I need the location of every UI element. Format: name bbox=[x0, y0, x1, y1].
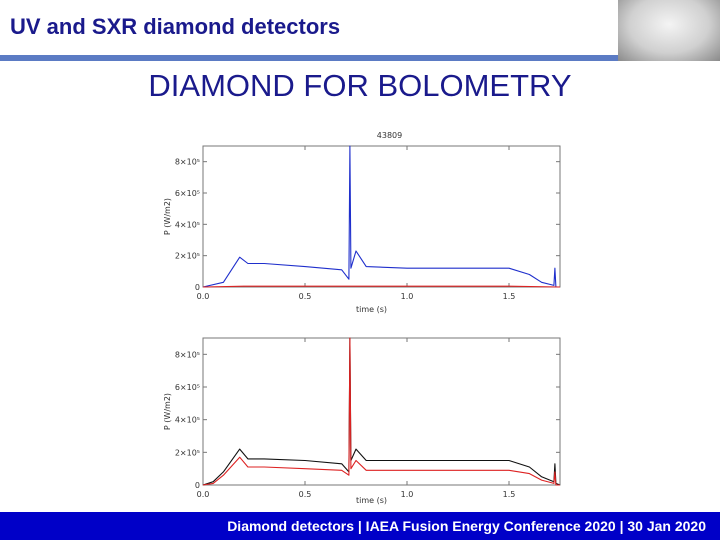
y-tick-label: 0 bbox=[195, 481, 200, 490]
x-tick-label: 0.0 bbox=[197, 490, 210, 499]
y-tick-label: 4×10⁵ bbox=[175, 220, 200, 229]
series-line-2 bbox=[202, 285, 561, 288]
plot-frame bbox=[202, 337, 561, 486]
footer-bar: Diamond detectors | IAEA Fusion Energy C… bbox=[0, 512, 720, 540]
plot-frame bbox=[202, 145, 561, 288]
footer-text: Diamond detectors | IAEA Fusion Energy C… bbox=[227, 518, 706, 534]
y-tick-label: 2×10⁵ bbox=[175, 252, 200, 261]
y-axis-label: P (W/m2) bbox=[163, 393, 172, 430]
series-line-1 bbox=[202, 337, 561, 486]
series-line-1 bbox=[202, 145, 560, 288]
y-axis-label: P (W/m2) bbox=[163, 198, 172, 235]
plot-title: 43809 bbox=[377, 131, 402, 140]
x-tick-label: 0.5 bbox=[299, 292, 312, 301]
header-title: UV and SXR diamond detectors bbox=[10, 14, 341, 39]
y-tick-label: 8×10⁵ bbox=[175, 158, 200, 167]
x-axis-label: time (s) bbox=[356, 496, 387, 505]
y-tick-label: 6×10⁵ bbox=[175, 189, 200, 198]
header-divider bbox=[0, 55, 618, 61]
x-tick-label: 1.5 bbox=[503, 490, 516, 499]
x-tick-label: 1.0 bbox=[401, 292, 414, 301]
x-tick-label: 0.5 bbox=[299, 490, 312, 499]
header-image bbox=[618, 0, 720, 61]
series-line-2 bbox=[202, 337, 560, 486]
x-tick-label: 0.0 bbox=[197, 292, 210, 301]
y-tick-label: 4×10⁵ bbox=[175, 416, 200, 425]
y-tick-label: 2×10⁵ bbox=[175, 448, 200, 457]
x-axis-label: time (s) bbox=[356, 305, 387, 314]
y-tick-label: 8×10⁵ bbox=[175, 350, 200, 359]
y-tick-label: 0 bbox=[195, 283, 200, 292]
x-tick-label: 1.0 bbox=[401, 490, 414, 499]
slide-title: DIAMOND FOR BOLOMETRY bbox=[148, 68, 572, 103]
y-tick-label: 6×10⁵ bbox=[175, 383, 200, 392]
x-tick-label: 1.5 bbox=[503, 292, 516, 301]
